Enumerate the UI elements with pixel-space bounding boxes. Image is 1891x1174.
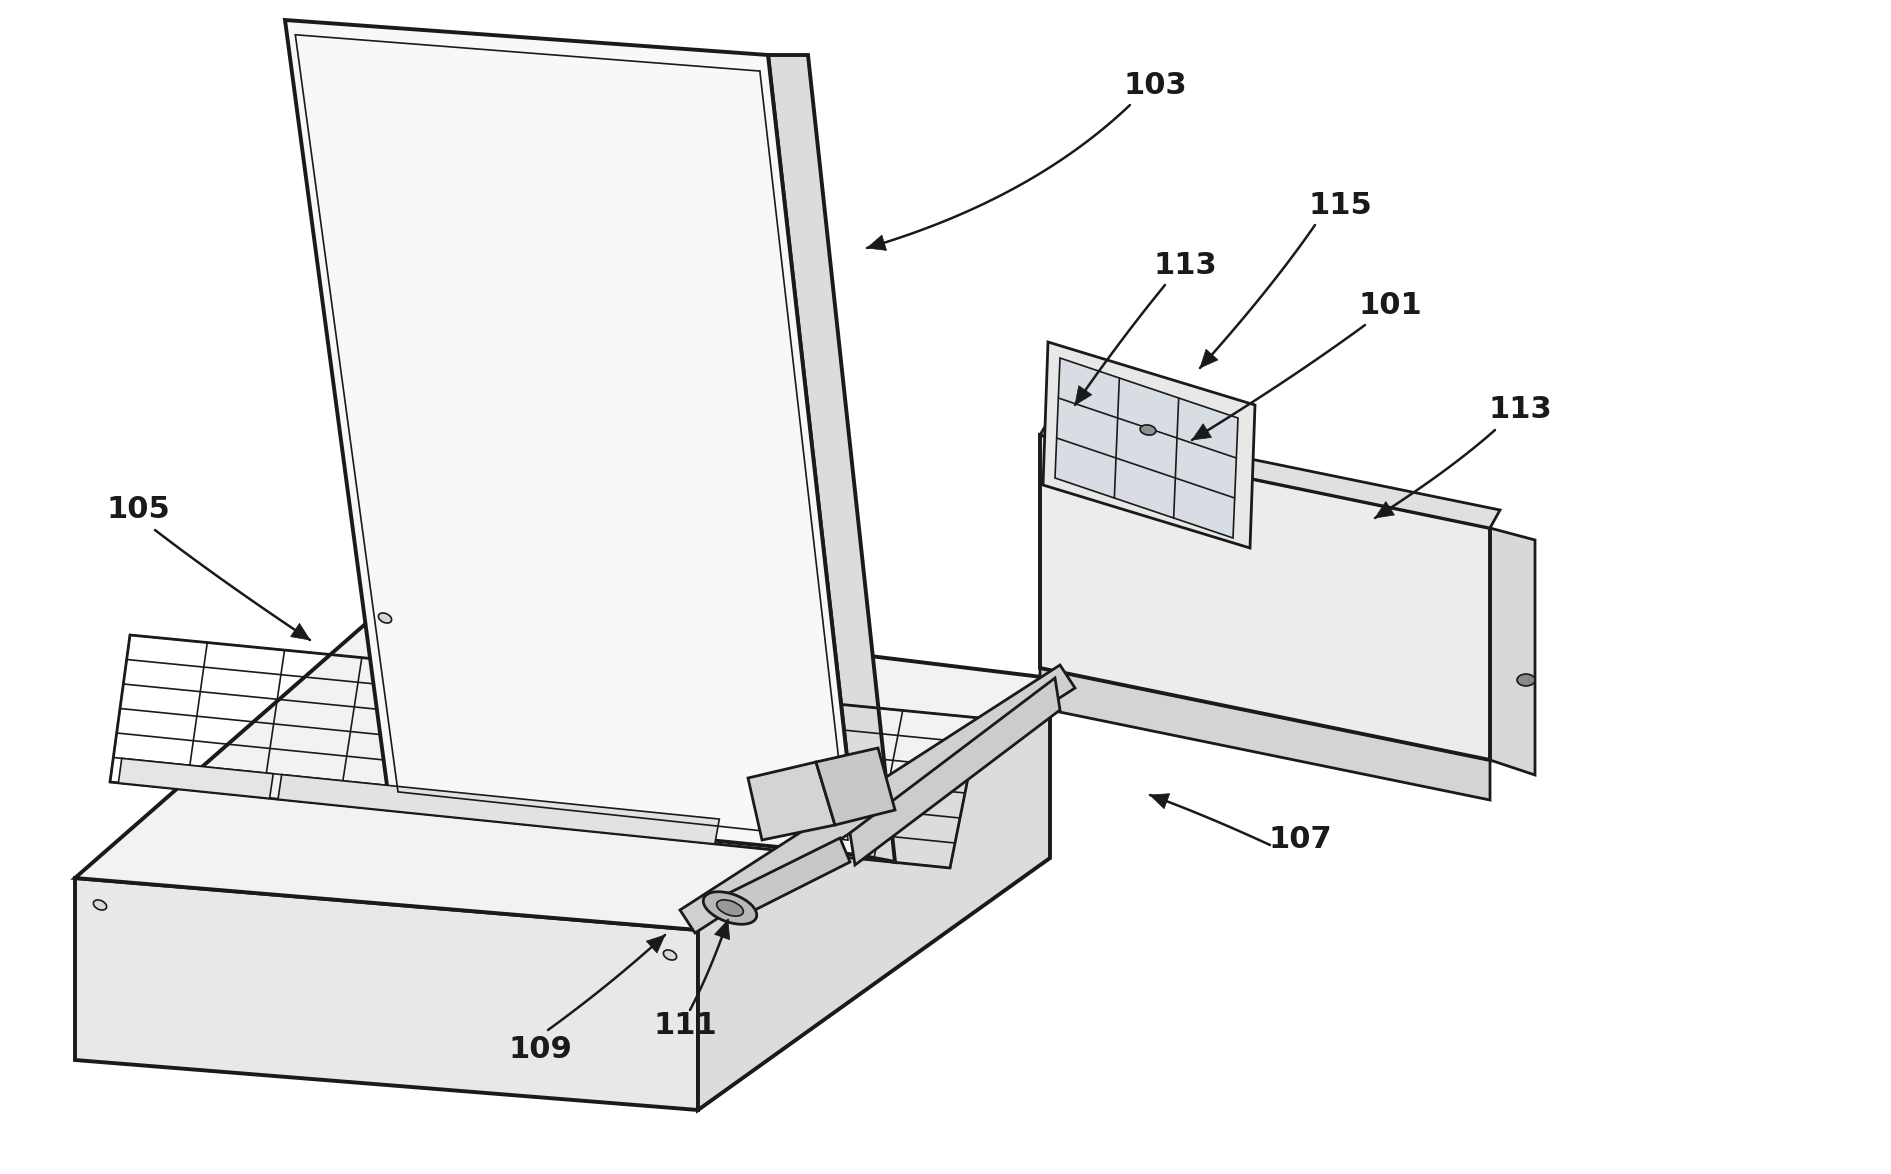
Text: 113: 113 <box>1488 396 1553 425</box>
Polygon shape <box>1040 418 1500 528</box>
Polygon shape <box>749 762 836 841</box>
Polygon shape <box>1375 501 1394 518</box>
Polygon shape <box>698 679 1050 1109</box>
Ellipse shape <box>717 899 743 916</box>
Polygon shape <box>278 775 719 844</box>
Polygon shape <box>286 20 859 855</box>
Polygon shape <box>715 920 730 939</box>
Polygon shape <box>817 748 894 825</box>
Polygon shape <box>76 878 698 1109</box>
Polygon shape <box>647 935 666 953</box>
Polygon shape <box>1490 528 1535 775</box>
Ellipse shape <box>378 613 391 623</box>
Polygon shape <box>1055 358 1239 538</box>
Text: 105: 105 <box>106 495 170 525</box>
Text: 107: 107 <box>1269 825 1331 855</box>
Ellipse shape <box>1517 674 1535 686</box>
Polygon shape <box>119 758 274 798</box>
Polygon shape <box>681 664 1074 933</box>
Polygon shape <box>724 838 849 920</box>
Polygon shape <box>1040 668 1490 799</box>
Polygon shape <box>768 55 894 862</box>
Polygon shape <box>866 235 887 250</box>
Polygon shape <box>1150 794 1171 809</box>
Text: 103: 103 <box>1123 70 1188 100</box>
Polygon shape <box>291 623 310 640</box>
Ellipse shape <box>93 900 106 910</box>
Polygon shape <box>1201 349 1218 367</box>
Polygon shape <box>1191 424 1212 440</box>
Text: 115: 115 <box>1309 190 1371 220</box>
Text: 101: 101 <box>1358 290 1422 319</box>
Ellipse shape <box>703 892 756 924</box>
Ellipse shape <box>664 950 677 960</box>
Polygon shape <box>76 598 1050 930</box>
Polygon shape <box>849 679 1061 865</box>
Text: 113: 113 <box>1154 250 1216 279</box>
Ellipse shape <box>1140 425 1155 436</box>
Text: 109: 109 <box>509 1035 571 1065</box>
Ellipse shape <box>1019 695 1032 706</box>
Text: 111: 111 <box>652 1011 717 1039</box>
Polygon shape <box>1074 385 1091 405</box>
Polygon shape <box>1040 436 1490 760</box>
Polygon shape <box>1044 342 1256 548</box>
